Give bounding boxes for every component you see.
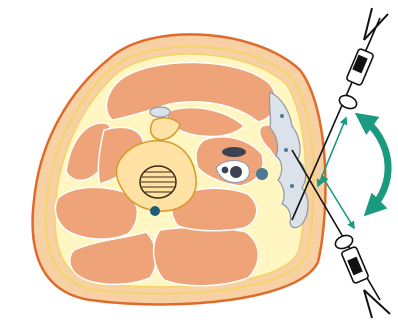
teal-arrow-lower	[321, 174, 355, 230]
artery	[230, 166, 242, 178]
muscle-left-lower	[54, 186, 138, 240]
transducer-top	[338, 7, 389, 110]
plexus-dot-3	[290, 184, 294, 188]
muscle-anterior	[105, 61, 277, 123]
vessel-dark-oval	[222, 147, 246, 157]
nerve-plexus	[268, 91, 309, 229]
plexus-dot-1	[280, 114, 284, 118]
vein-blue	[256, 168, 268, 180]
muscle-right-lower	[171, 187, 258, 232]
bone-process	[149, 117, 181, 141]
vein-small	[221, 166, 229, 174]
plexus-dot-2	[284, 148, 288, 152]
marrow-lines	[141, 171, 175, 193]
nerve-top	[149, 106, 171, 118]
muscle-bottom-right	[152, 226, 259, 287]
fascia-line-outer	[44, 45, 315, 295]
curved-double-arrow-icon	[354, 112, 392, 217]
muscle-bottom-left	[69, 231, 158, 286]
transducer-bottom	[334, 234, 391, 319]
posterior-vessel	[150, 206, 160, 216]
